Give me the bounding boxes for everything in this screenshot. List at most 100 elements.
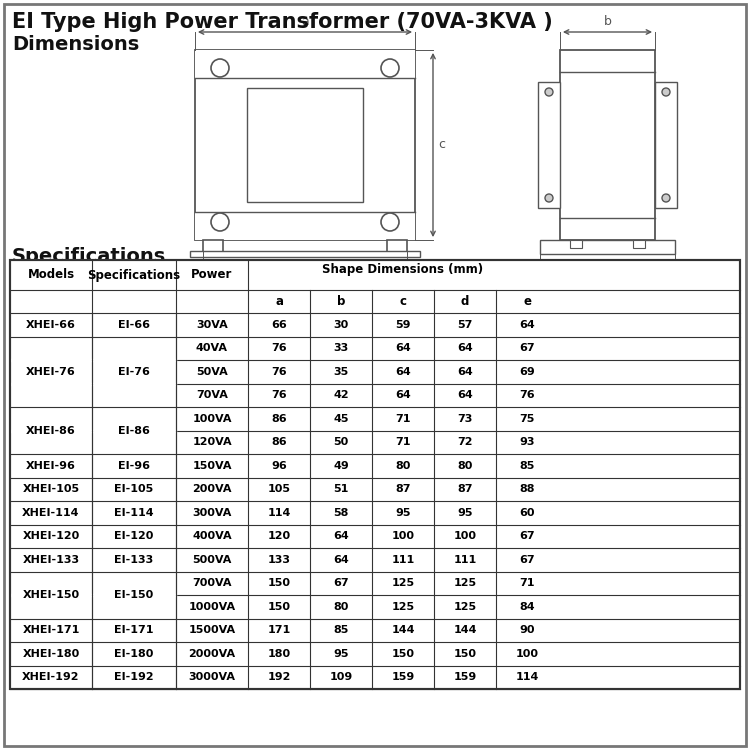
Text: 150: 150 xyxy=(392,649,415,658)
Text: 64: 64 xyxy=(395,367,411,376)
Text: 64: 64 xyxy=(457,367,472,376)
Text: 86: 86 xyxy=(272,437,286,447)
Text: XHEI-114: XHEI-114 xyxy=(22,508,80,518)
Text: 100: 100 xyxy=(515,649,538,658)
Text: 159: 159 xyxy=(392,672,415,682)
Text: b: b xyxy=(604,15,611,28)
Text: 49: 49 xyxy=(333,460,349,471)
Text: 87: 87 xyxy=(458,484,472,494)
Bar xyxy=(195,50,415,240)
Text: XHEI-192: XHEI-192 xyxy=(22,672,80,682)
Text: 72: 72 xyxy=(458,437,472,447)
Text: 96: 96 xyxy=(272,460,286,471)
Text: 76: 76 xyxy=(272,390,286,400)
Text: 67: 67 xyxy=(519,555,535,565)
Text: 67: 67 xyxy=(519,531,535,542)
Bar xyxy=(10,260,740,689)
Text: e: e xyxy=(604,269,611,282)
Text: 100: 100 xyxy=(392,531,415,542)
Text: 76: 76 xyxy=(272,367,286,376)
Bar xyxy=(540,240,675,254)
Text: 45: 45 xyxy=(333,414,349,424)
Text: 150: 150 xyxy=(268,602,290,612)
Text: Shape Dimensions (mm): Shape Dimensions (mm) xyxy=(322,262,484,275)
Text: 125: 125 xyxy=(454,602,476,612)
Text: 51: 51 xyxy=(333,484,349,494)
Text: EI-150: EI-150 xyxy=(114,590,154,600)
Text: 64: 64 xyxy=(395,390,411,400)
Text: 85: 85 xyxy=(519,460,535,471)
Text: EI-171: EI-171 xyxy=(114,626,154,635)
Text: 120VA: 120VA xyxy=(192,437,232,447)
Text: 1500VA: 1500VA xyxy=(188,626,236,635)
Text: EI-114: EI-114 xyxy=(114,508,154,518)
Text: 400VA: 400VA xyxy=(192,531,232,542)
Text: 125: 125 xyxy=(454,578,476,588)
Text: Specifications: Specifications xyxy=(88,268,181,281)
Text: 111: 111 xyxy=(392,555,415,565)
Text: 150: 150 xyxy=(454,649,476,658)
Text: 105: 105 xyxy=(268,484,290,494)
Bar xyxy=(195,50,415,78)
Text: XHEI-150: XHEI-150 xyxy=(22,590,80,600)
Circle shape xyxy=(662,88,670,96)
Text: 33: 33 xyxy=(333,344,349,353)
Text: Dimensions: Dimensions xyxy=(12,35,140,54)
Text: XHEI-96: XHEI-96 xyxy=(26,460,76,471)
Text: XHEI-76: XHEI-76 xyxy=(26,367,76,376)
Text: a: a xyxy=(275,295,283,308)
Text: XHEI-133: XHEI-133 xyxy=(22,555,80,565)
Text: 1000VA: 1000VA xyxy=(188,602,236,612)
Text: 125: 125 xyxy=(392,602,415,612)
Text: 64: 64 xyxy=(395,344,411,353)
Text: 90: 90 xyxy=(519,626,535,635)
Text: e: e xyxy=(523,295,531,308)
Text: 150VA: 150VA xyxy=(192,460,232,471)
Text: 35: 35 xyxy=(333,367,349,376)
Text: 111: 111 xyxy=(453,555,477,565)
Text: 73: 73 xyxy=(458,414,472,424)
Text: EI Type High Power Transformer (70VA-3KVA ): EI Type High Power Transformer (70VA-3KV… xyxy=(12,12,553,32)
Text: 144: 144 xyxy=(392,626,415,635)
Bar xyxy=(247,88,363,202)
Bar xyxy=(10,260,740,689)
Text: 88: 88 xyxy=(519,484,535,494)
Text: 69: 69 xyxy=(519,367,535,376)
Text: 59: 59 xyxy=(395,320,411,330)
Bar xyxy=(633,240,645,248)
Text: 100VA: 100VA xyxy=(192,414,232,424)
Text: d: d xyxy=(301,275,309,288)
Text: c: c xyxy=(438,139,445,152)
Bar xyxy=(387,240,407,252)
Text: Models: Models xyxy=(28,268,74,281)
Circle shape xyxy=(211,213,229,231)
Text: 50: 50 xyxy=(333,437,349,447)
Text: EI-105: EI-105 xyxy=(114,484,154,494)
Text: 67: 67 xyxy=(519,344,535,353)
Text: 84: 84 xyxy=(519,602,535,612)
Text: 87: 87 xyxy=(395,484,411,494)
Text: XHEI-105: XHEI-105 xyxy=(22,484,80,494)
Text: EI-96: EI-96 xyxy=(118,460,150,471)
Text: 64: 64 xyxy=(333,555,349,565)
Text: 120: 120 xyxy=(268,531,290,542)
Circle shape xyxy=(381,213,399,231)
Text: XHEI-66: XHEI-66 xyxy=(26,320,76,330)
Text: c: c xyxy=(400,295,406,308)
Text: 30: 30 xyxy=(333,320,349,330)
Text: 180: 180 xyxy=(268,649,290,658)
Text: 71: 71 xyxy=(519,578,535,588)
Bar xyxy=(655,82,677,208)
Circle shape xyxy=(211,59,229,77)
Text: 159: 159 xyxy=(453,672,477,682)
Text: b: b xyxy=(337,295,345,308)
Text: 42: 42 xyxy=(333,390,349,400)
Text: 76: 76 xyxy=(272,344,286,353)
Text: 80: 80 xyxy=(458,460,472,471)
Text: 300VA: 300VA xyxy=(192,508,232,518)
Text: 171: 171 xyxy=(267,626,291,635)
Text: XHEI-180: XHEI-180 xyxy=(22,649,80,658)
Text: 2000VA: 2000VA xyxy=(188,649,236,658)
Text: XHEI-86: XHEI-86 xyxy=(26,425,76,436)
Text: 93: 93 xyxy=(519,437,535,447)
